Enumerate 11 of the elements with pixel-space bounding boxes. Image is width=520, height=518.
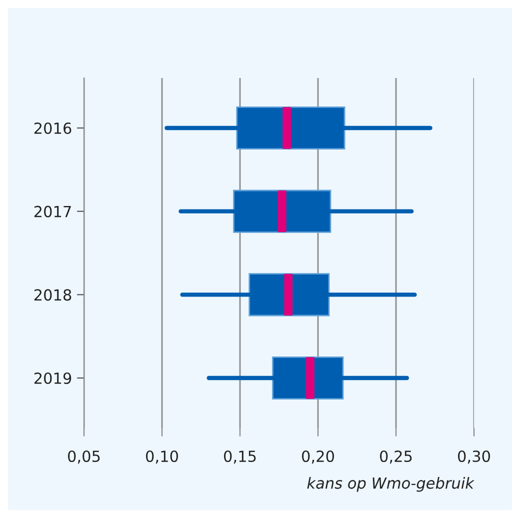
y-tick-label: 2017	[34, 206, 71, 218]
x-tick-label: 0,20	[302, 450, 334, 464]
x-tick-label: 0,05	[68, 450, 100, 464]
x-axis-title: kans op Wmo-gebruik	[307, 477, 474, 492]
y-tick-label: 2019	[34, 372, 72, 384]
y-tick-label: 2016	[34, 122, 72, 134]
x-tick-label: 0,15	[224, 450, 256, 464]
x-tick-label: 0,25	[380, 450, 412, 464]
x-tick-label: 0,10	[146, 450, 178, 464]
x-tick-label: 0,30	[458, 450, 490, 464]
y-tick-label: 2018	[34, 289, 72, 301]
